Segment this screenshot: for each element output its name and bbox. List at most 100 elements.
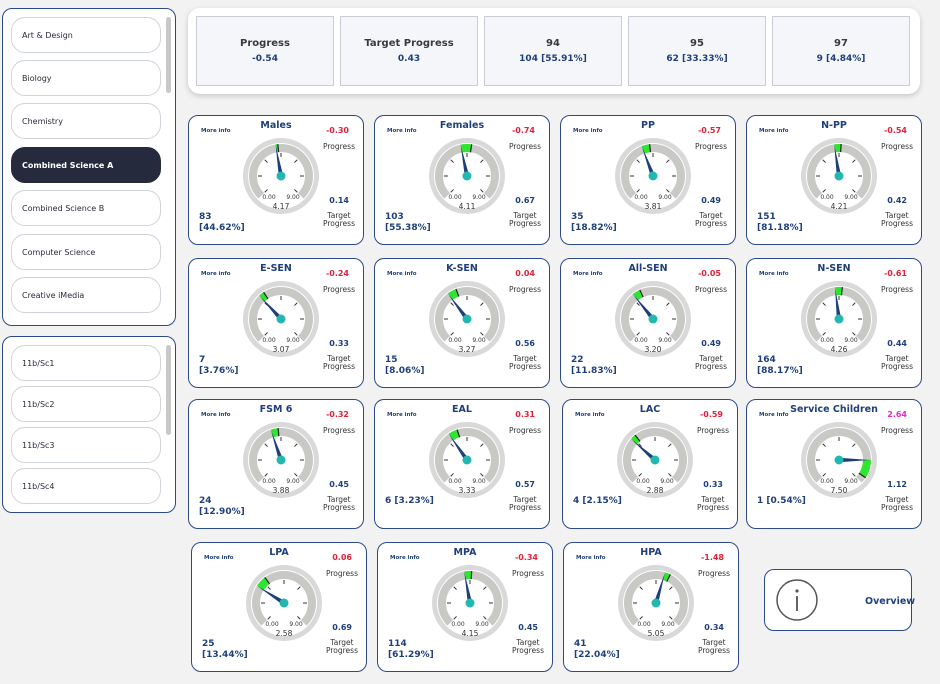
subject-label: Combined Science A xyxy=(22,160,114,170)
progress-value: -0.30 xyxy=(325,126,349,135)
gauge-target-marker xyxy=(666,574,671,582)
count-value: 151 xyxy=(757,212,776,222)
subject-item-combined-science-b[interactable]: Combined Science B xyxy=(11,190,161,226)
gauge-min-label: 0.00 xyxy=(448,337,462,344)
kpi-title: 94 xyxy=(546,38,560,49)
class-item-11b-sc3[interactable]: 11b/Sc3 xyxy=(11,427,161,463)
more-info-link[interactable]: More info xyxy=(204,555,234,561)
gauge-card-n-sen[interactable]: N-SEN More info -0.61 Progress 0.44 Target Pro… xyxy=(746,258,922,388)
student-count: 41 [22.04%] xyxy=(574,639,620,661)
class-item-11b-sc4[interactable]: 11b/Sc4 xyxy=(11,468,161,504)
gauge-card-n-pp[interactable]: N-PP More info -0.54 Progress 0.42 Target Prog… xyxy=(746,115,922,245)
card-title: Service Children xyxy=(790,404,878,415)
more-info-link[interactable]: More info xyxy=(201,412,231,418)
more-info-link[interactable]: More info xyxy=(201,128,231,134)
gauge-chart: 0.00 9.003.07 xyxy=(243,281,319,357)
target-label: Target Progress xyxy=(881,355,913,371)
more-info-link[interactable]: More info xyxy=(576,555,606,561)
count-percent: [44.62%] xyxy=(199,223,245,233)
card-title: N-SEN xyxy=(817,263,851,274)
more-info-link[interactable]: More info xyxy=(759,128,789,134)
target-label: Target Progress xyxy=(323,355,355,371)
target-label-line2: Progress xyxy=(508,503,541,512)
gauge-max-label: 9.00 xyxy=(658,337,672,344)
gauge-card-lac[interactable]: LAC More info -0.59 Progress 0.33 Target Progr… xyxy=(562,399,738,529)
more-info-link[interactable]: More info xyxy=(573,128,603,134)
kpi-94: 94 104 [55.91%] xyxy=(484,16,622,86)
gauge-card-fsm-6[interactable]: FSM 6 More info -0.32 Progress 0.45 Target Pro… xyxy=(188,399,364,529)
gauge-needle xyxy=(271,430,284,461)
gauge-card-e-sen[interactable]: E-SEN More info -0.24 Progress 0.33 Target Pro… xyxy=(188,258,364,388)
gauge-min-label: 0.00 xyxy=(820,194,834,201)
gauge-card-pp[interactable]: PP More info -0.57 Progress 0.49 Target Progre… xyxy=(560,115,736,245)
gauge-min-label: 0.00 xyxy=(448,478,462,485)
gauge-value-label: 4.17 xyxy=(273,202,290,211)
target-label-line2: Progress xyxy=(322,219,355,228)
gauge-value-label: 3.20 xyxy=(645,345,662,354)
more-info-link[interactable]: More info xyxy=(573,271,603,277)
count-value: 164 xyxy=(757,355,776,365)
class-item-11b-sc2[interactable]: 11b/Sc2 xyxy=(11,386,161,422)
more-info-link[interactable]: More info xyxy=(759,271,789,277)
gauge-target-band xyxy=(448,429,460,441)
subject-item-chemistry[interactable]: Chemistry xyxy=(11,103,161,139)
gauge-card-hpa[interactable]: HPA More info -1.48 Progress 0.34 Target Progr… xyxy=(563,542,739,672)
gauge-card-all-sen[interactable]: All-SEN More info -0.05 Progress 0.49 Target P… xyxy=(560,258,736,388)
subject-item-combined-science-a[interactable]: Combined Science A xyxy=(11,147,161,183)
progress-value: -0.59 xyxy=(699,410,723,419)
subject-item-computer-science[interactable]: Computer Science xyxy=(11,234,161,270)
gauge-tick xyxy=(294,332,298,336)
gauge-chart: 0.00 9.004.21 xyxy=(801,138,877,214)
subject-item-art-design[interactable]: Art & Design xyxy=(11,17,161,53)
progress-label: Progress xyxy=(694,285,727,294)
gauge-card-mpa[interactable]: MPA More info -0.34 Progress 0.45 Target Progr… xyxy=(377,542,553,672)
gauge-tick xyxy=(267,586,271,590)
more-info-link[interactable]: More info xyxy=(387,128,417,134)
gauge-max-label: 9.00 xyxy=(472,337,486,344)
target-label-line2: Progress xyxy=(508,219,541,228)
subject-item-biology[interactable]: Biology xyxy=(11,60,161,96)
gauge-tick xyxy=(668,473,672,477)
gauge-card-k-sen[interactable]: K-SEN More info 0.04 Progress 0.56 Target Prog… xyxy=(374,258,550,388)
gauge-value-label: 3.81 xyxy=(645,202,662,211)
more-info-link[interactable]: More info xyxy=(575,412,605,418)
gauge-min-label: 0.00 xyxy=(820,337,834,344)
gauge-target-band xyxy=(460,144,472,153)
more-info-link[interactable]: More info xyxy=(759,412,789,418)
subject-scrollbar[interactable] xyxy=(166,17,171,93)
gauge-track xyxy=(621,144,685,199)
gauge-tick xyxy=(666,332,670,336)
kpi-progress: Progress -0.54 xyxy=(196,16,334,86)
gauge-hub xyxy=(462,171,472,181)
more-info-link[interactable]: More info xyxy=(390,555,420,561)
count-percent: [81.18%] xyxy=(757,223,803,233)
gauge-tick xyxy=(638,443,642,447)
gauge-needle xyxy=(257,586,286,605)
progress-value: -0.54 xyxy=(883,126,907,135)
subject-item-creative-imedia[interactable]: Creative iMedia xyxy=(11,277,161,313)
class-item-11b-sc1[interactable]: 11b/Sc1 xyxy=(11,345,161,381)
overview-button[interactable]: Overview xyxy=(764,569,915,631)
gauge-card-service-children[interactable]: Service Children More info 2.64 Progress 1.1… xyxy=(746,399,922,529)
more-info-link[interactable]: More info xyxy=(201,271,231,277)
more-info-link[interactable]: More info xyxy=(387,271,417,277)
gauge-tick xyxy=(636,159,640,163)
progress-value: -0.61 xyxy=(883,269,907,278)
gauge-card-males[interactable]: Males More info -0.30 Progress 0.14 Target Pro… xyxy=(188,115,364,245)
count-percent: [13.44%] xyxy=(202,650,248,660)
gauge-max-label: 9.00 xyxy=(661,621,675,628)
gauge-target-marker xyxy=(649,144,652,153)
gauge-card-females[interactable]: Females More info -0.74 Progress 0.67 Target P… xyxy=(374,115,550,245)
gauge-chart: 0.00 9.004.17 xyxy=(243,138,319,214)
progress-label: Progress xyxy=(322,285,355,294)
gauge-tick xyxy=(639,616,643,620)
gauge-tick xyxy=(666,189,670,193)
subject-label: Biology xyxy=(22,73,52,83)
gauge-card-lpa[interactable]: LPA More info 0.06 Progress 0.69 Target Progre… xyxy=(191,542,367,672)
gauge-max-label: 9.00 xyxy=(286,194,300,201)
gauge-tick xyxy=(453,586,457,590)
count-value: 15 xyxy=(385,355,398,365)
more-info-link[interactable]: More info xyxy=(387,412,417,418)
gauge-card-eal[interactable]: EAL More info 0.31 Progress 0.57 Target Progre… xyxy=(374,399,550,529)
class-scrollbar[interactable] xyxy=(166,345,171,435)
